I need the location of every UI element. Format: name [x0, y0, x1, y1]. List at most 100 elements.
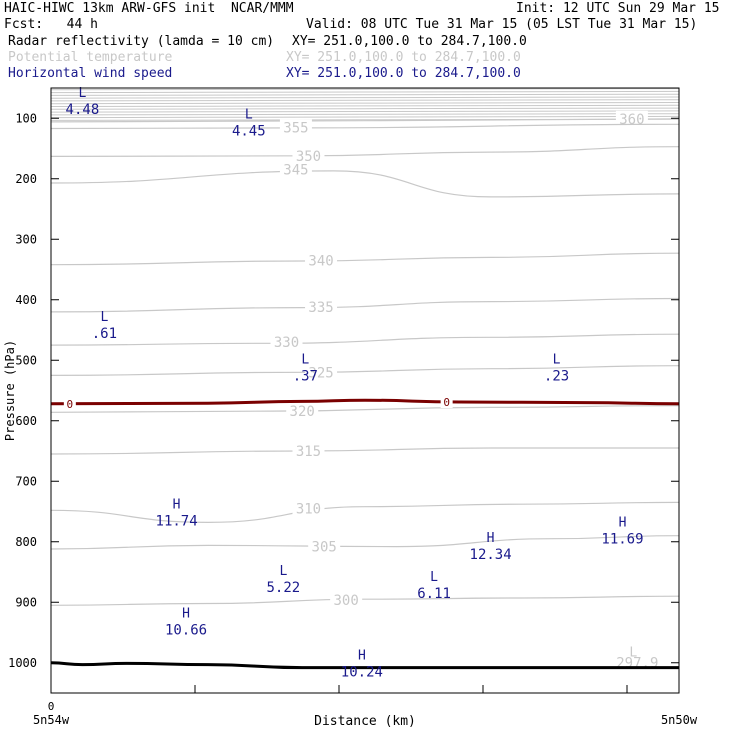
theta-upper-contour [50, 96, 680, 99]
reflectivity-label: 0 [443, 396, 450, 409]
theta-label-310: 310 [296, 501, 321, 517]
x-tick-label-0: 0 [48, 700, 55, 713]
theta-contour-360 [50, 118, 680, 123]
y-tick-label-900: 900 [15, 595, 37, 609]
wind-extremum-value: 4.48 [66, 102, 100, 118]
wind-low-marker: L [100, 310, 108, 325]
theta-label-340: 340 [308, 253, 333, 269]
theta-label-325: 325 [308, 365, 333, 381]
wind-extremum-value: .23 [544, 368, 569, 384]
wind-low-marker: L [245, 107, 253, 122]
theta-label-bg [330, 591, 363, 608]
y-tick-label-800: 800 [15, 535, 37, 549]
wind-high-marker: H [487, 531, 495, 546]
theta-label-360: 360 [619, 112, 644, 128]
theta-label-320: 320 [290, 404, 315, 420]
wind-low-marker: L [553, 352, 561, 367]
theta-label-315: 315 [296, 444, 321, 460]
wind-high-marker: H [358, 649, 366, 664]
x-left-label: 5n54w [33, 713, 70, 727]
y-axis-title: Pressure (hPa) [3, 340, 17, 441]
y-tick-label-200: 200 [15, 172, 37, 186]
theta-label-bg [292, 147, 325, 164]
theta-low-marker: L [629, 646, 637, 661]
y-tick-label-700: 700 [15, 474, 37, 488]
wind-low-marker: L [279, 564, 287, 579]
theta-upper-contour [50, 113, 680, 116]
theta-contour-320 [50, 405, 680, 413]
wind-low-marker: L [78, 86, 86, 101]
field-wind: Horizontal wind speed [8, 66, 173, 81]
theta-contour-355 [50, 123, 680, 130]
forecast-hour: Fcst: 44 h [4, 17, 98, 32]
terrain-line [50, 661, 679, 670]
reflectivity-label-bg [63, 397, 76, 410]
wind-extremum-value: 4.45 [232, 123, 266, 139]
valid-time: Valid: 08 UTC Tue 31 Mar 15 (05 LST Tue … [306, 17, 698, 32]
wind-extremum-value: 12.34 [470, 547, 512, 563]
wind-extremum-value: 11.74 [156, 513, 198, 529]
field-wind-xy: XY= 251.0,100.0 to 284.7,100.0 [286, 66, 521, 81]
theta-upper-contour [50, 104, 680, 107]
theta-label-bg [305, 364, 338, 381]
y-tick-label-500: 500 [15, 353, 37, 367]
x-right-label: 5n50w [661, 713, 698, 727]
theta-upper-contour [50, 107, 680, 110]
theta-label-bg [305, 252, 338, 269]
field-theta: Potential temperature [8, 50, 173, 65]
y-tick-label-1000: 1000 [8, 656, 37, 670]
theta-contour-345 [50, 170, 680, 198]
theta-contour-335 [50, 297, 680, 313]
reflectivity-label-bg [440, 395, 453, 408]
theta-label-345: 345 [283, 163, 308, 179]
theta-label-bg [279, 161, 312, 178]
theta-label-305: 305 [312, 540, 337, 556]
theta-contour-330 [50, 333, 680, 346]
wind-extremum-value: 11.69 [601, 532, 643, 548]
theta-upper-contour [50, 102, 680, 105]
theta-contour-310 [50, 501, 680, 524]
wind-extremum-value: 6.11 [417, 586, 451, 602]
wind-high-marker: H [619, 516, 627, 531]
field-reflectivity: Radar reflectivity (lamda = 10 cm) [8, 34, 275, 49]
wind-extremum-value: .37 [293, 368, 318, 384]
theta-upper-contour [50, 88, 680, 91]
theta-upper-contour [50, 90, 680, 94]
init-time: Init: 12 UTC Sun 29 Mar 15 [516, 1, 720, 16]
chart-title: HAIC-HIWC 13km ARW-GFS init NCAR/MMM [4, 1, 294, 16]
theta-contour-340 [50, 252, 680, 266]
field-reflectivity-xy: XY= 251.0,100.0 to 284.7,100.0 [292, 34, 527, 49]
theta-label-350: 350 [296, 149, 321, 165]
theta-label-330: 330 [274, 335, 299, 351]
reflectivity-zero-contour [50, 398, 680, 406]
theta-upper-contour [50, 93, 680, 96]
theta-label-bg [279, 119, 312, 136]
theta-contour-315 [50, 447, 679, 455]
theta-label-bg [308, 538, 341, 555]
theta-contour-325 [50, 365, 680, 376]
theta-upper-contour [50, 99, 680, 102]
theta-contour-300 [50, 595, 680, 606]
field-theta-xy: XY= 251.0,100.0 to 284.7,100.0 [286, 50, 521, 65]
theta-label-bg [292, 443, 325, 459]
theta-contour-305 [50, 535, 680, 550]
wind-low-marker: L [301, 352, 309, 367]
theta-label-bg [615, 110, 648, 127]
wind-high-marker: H [173, 497, 181, 512]
y-tick-label-400: 400 [15, 293, 37, 307]
theta-contour-350 [50, 146, 680, 157]
theta-label-bg [292, 500, 325, 517]
wind-extremum-value: 10.66 [165, 622, 207, 638]
theta-label-300: 300 [334, 593, 359, 609]
theta-label-355: 355 [283, 120, 308, 136]
theta-upper-contour [50, 115, 680, 119]
wind-extremum-value: 10.24 [341, 665, 383, 681]
x-axis-title: Distance (km) [314, 714, 416, 729]
wind-extremum-value: 5.22 [267, 580, 301, 596]
y-tick-label-100: 100 [15, 111, 37, 125]
wind-extremum-value: .61 [92, 326, 117, 342]
theta-label-bg [270, 334, 303, 351]
theta-label-bg [305, 299, 338, 316]
reflectivity-label: 0 [67, 398, 74, 411]
